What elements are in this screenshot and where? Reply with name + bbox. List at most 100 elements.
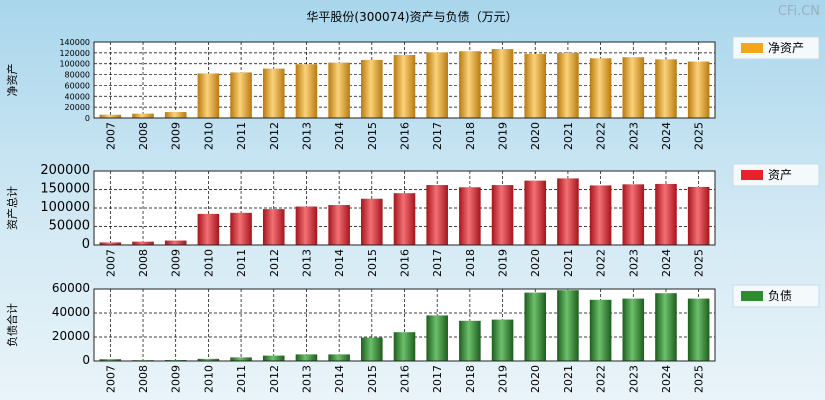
x-tick-label: 2009 (170, 365, 183, 393)
bar-2008 (132, 113, 154, 118)
x-tick-label: 2024 (660, 365, 673, 393)
bar-2014 (328, 205, 350, 245)
y-tick-label: 80000 (65, 71, 90, 80)
bar-2025 (687, 61, 710, 118)
bar-2014 (328, 62, 350, 118)
x-tick-label: 2023 (627, 249, 640, 277)
bar-2011 (230, 212, 252, 245)
x-tick-label: 2015 (366, 122, 379, 150)
bar-2012 (262, 355, 285, 361)
x-tick-label: 2008 (137, 249, 150, 277)
bar-2018 (459, 187, 481, 245)
x-tick-label: 2022 (595, 122, 608, 150)
x-tick-label: 2008 (137, 365, 150, 393)
bar-2016 (393, 193, 416, 245)
bar-2014 (328, 354, 350, 361)
legend-swatch (741, 43, 763, 53)
net-assets-y-axis-label: 净资产 (5, 64, 19, 97)
net-assets-legend: 净资产 (732, 36, 820, 60)
bar-2018 (459, 51, 481, 118)
bar-2020 (524, 292, 547, 361)
bar-2025 (687, 186, 710, 245)
bar-2021 (557, 290, 579, 361)
bar-2007 (99, 114, 122, 118)
x-tick-label: 2011 (235, 365, 248, 393)
legend-swatch (741, 291, 763, 301)
legend-swatch (741, 170, 763, 180)
bar-2024 (655, 59, 677, 118)
bar-2013 (295, 64, 318, 118)
y-tick-label: 40000 (65, 92, 90, 101)
x-tick-label: 2014 (333, 249, 346, 277)
bar-2015 (361, 198, 383, 245)
x-tick-label: 2007 (104, 249, 117, 277)
x-tick-label: 2017 (431, 249, 444, 277)
legend-label: 负债 (768, 289, 792, 303)
total-liabilities-panel: 0 20000 40000 60000 2007 2008 2009 2010 2011 2012… (5, 281, 820, 393)
bar-2011 (230, 357, 252, 361)
x-tick-label: 2010 (202, 249, 215, 277)
y-tick-label: 20000 (52, 329, 90, 343)
bar-2024 (655, 183, 677, 245)
total-assets-panel: 0 50000 100000 150000 200000 2007 2008 2009 2010… (5, 163, 820, 277)
x-tick-label: 2022 (595, 249, 608, 277)
bar-2019 (491, 185, 514, 245)
x-tick-label: 2009 (170, 122, 183, 150)
y-tick-label: 120000 (59, 49, 90, 58)
y-tick-label: 50000 (49, 219, 90, 234)
bar-2011 (230, 72, 252, 118)
bar-2021 (557, 52, 579, 118)
x-tick-label: 2020 (529, 365, 542, 393)
x-tick-label: 2010 (202, 122, 215, 150)
plot-frame (93, 288, 716, 362)
y-tick-label: 60000 (65, 81, 90, 90)
x-tick-label: 2020 (529, 122, 542, 150)
y-tick-label: 150000 (40, 182, 90, 197)
x-tick-label: 2016 (399, 122, 412, 150)
x-tick-label: 2023 (627, 122, 640, 150)
y-tick-label: 20000 (65, 103, 90, 112)
x-tick-label: 2019 (497, 365, 510, 393)
bar-2021 (557, 178, 579, 245)
legend-box (732, 163, 820, 187)
legend-label: 资产 (768, 168, 792, 182)
bar-2020 (524, 53, 547, 118)
y-tick-label: 200000 (40, 163, 90, 178)
total-liabilities-legend: 负债 (732, 284, 820, 308)
bar-2015 (361, 337, 383, 361)
x-tick-label: 2016 (399, 365, 412, 393)
bar-2025 (687, 298, 710, 361)
bar-2009 (164, 240, 187, 245)
x-tick-label: 2014 (333, 122, 346, 150)
plot-frame (93, 41, 716, 119)
bar-2022 (589, 58, 612, 118)
bar-2009 (164, 112, 187, 118)
bar-2023 (622, 57, 645, 118)
bar-2022 (589, 185, 612, 245)
bar-2017 (426, 315, 448, 361)
x-tick-label: 2011 (235, 122, 248, 150)
x-tick-label: 2024 (660, 249, 673, 277)
y-tick-label: 140000 (59, 38, 90, 47)
x-tick-label: 2015 (366, 249, 379, 277)
plot-frame (93, 170, 716, 246)
legend-box (732, 36, 820, 60)
x-tick-label: 2009 (170, 249, 183, 277)
x-tick-label: 2014 (333, 365, 346, 393)
x-tick-label: 2008 (137, 122, 150, 150)
bar-2022 (589, 299, 612, 361)
x-tick-label: 2021 (562, 122, 575, 150)
legend-box (732, 284, 820, 308)
bar-2016 (393, 55, 416, 118)
total-assets-y-axis-label: 资产总计 (5, 186, 19, 230)
x-tick-label: 2021 (562, 249, 575, 277)
bar-2024 (655, 293, 677, 361)
x-tick-label: 2017 (431, 122, 444, 150)
x-tick-label: 2019 (497, 122, 510, 150)
x-tick-label: 2018 (464, 365, 477, 393)
bar-2023 (622, 184, 645, 245)
chart-title: 华平股份(300074)资产与负债（万元） (306, 10, 517, 24)
bar-2012 (262, 68, 285, 118)
bar-2020 (524, 180, 547, 245)
